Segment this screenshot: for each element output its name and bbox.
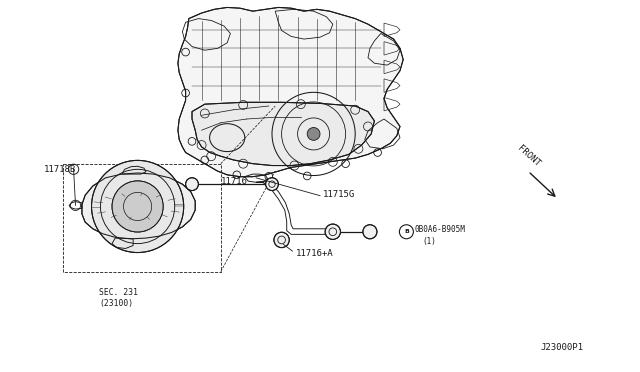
Polygon shape (178, 7, 403, 177)
Text: 0B0A6-B905M: 0B0A6-B905M (415, 225, 465, 234)
Circle shape (112, 181, 163, 232)
Circle shape (325, 224, 340, 240)
Polygon shape (82, 173, 195, 239)
Text: 11718B: 11718B (44, 165, 76, 174)
Text: 11715G: 11715G (323, 190, 355, 199)
Circle shape (307, 128, 320, 140)
Text: J23000P1: J23000P1 (541, 343, 584, 352)
Circle shape (274, 232, 289, 248)
Circle shape (363, 225, 377, 239)
Text: FRONT: FRONT (516, 144, 542, 168)
Circle shape (92, 160, 184, 253)
Text: 11716: 11716 (221, 177, 248, 186)
Circle shape (186, 178, 198, 190)
Text: 11716+A: 11716+A (296, 249, 333, 258)
Text: B: B (404, 229, 409, 234)
Circle shape (266, 178, 278, 190)
Polygon shape (192, 102, 374, 166)
Text: (1): (1) (422, 237, 436, 246)
Text: (23100): (23100) (99, 299, 133, 308)
Text: SEC. 231: SEC. 231 (99, 288, 138, 296)
